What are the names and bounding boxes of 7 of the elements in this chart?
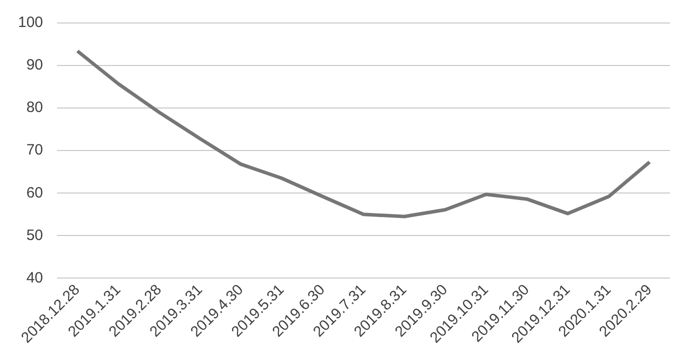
y-tick-label: 70 [26, 142, 44, 159]
y-tick-label: 50 [26, 226, 44, 244]
y-tick-label: 60 [26, 184, 44, 202]
y-tick-label: 90 [26, 56, 44, 74]
y-tick-label: 100 [18, 14, 44, 32]
y-tick-label: 80 [26, 99, 44, 116]
y-tick-label: 40 [26, 269, 44, 286]
